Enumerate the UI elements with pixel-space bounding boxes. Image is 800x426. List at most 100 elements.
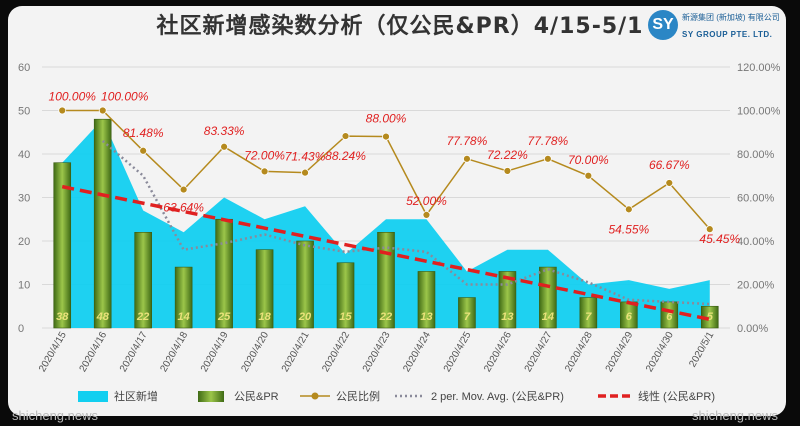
bar-citizen-pr [539, 266, 557, 329]
bar-value-label: 7 [585, 311, 592, 323]
ratio-marker [503, 167, 512, 175]
x-tick-label: 2020/4/24 [401, 330, 433, 374]
y-left-tick-label: 50 [18, 106, 30, 118]
ratio-data-label: 66.67% [649, 158, 690, 172]
bar-value-label: 25 [217, 311, 231, 323]
x-tick-label: 2020/4/26 [482, 330, 514, 374]
ratio-data-label: 63.64% [163, 201, 204, 215]
x-tick-label: 2020/4/28 [563, 330, 595, 374]
y-right-tick-label: 120.00% [737, 62, 781, 74]
ratio-marker [543, 154, 552, 163]
ratio-data-label: 100.00% [101, 90, 149, 104]
y-right-tick-label: 60.00% [737, 193, 775, 205]
x-tick-label: 2020/4/25 [442, 330, 474, 374]
legend-swatch-marker [311, 392, 319, 400]
bar-value-label: 18 [258, 311, 271, 323]
bar-value-label: 20 [298, 311, 312, 323]
ratio-marker [139, 146, 148, 155]
bar-citizen-pr [458, 297, 476, 329]
x-tick-label: 2020/4/22 [320, 330, 352, 374]
legend-label: 线性 (公民&PR) [638, 389, 715, 403]
legend-label: 社区新增 [114, 389, 158, 403]
ratio-marker [584, 171, 593, 180]
bar-citizen-pr [498, 271, 517, 329]
legend-swatch-bar [198, 391, 224, 402]
bar-citizen-pr [579, 297, 598, 329]
bar-value-label: 13 [501, 311, 513, 323]
x-tick-label: 2020/4/30 [644, 330, 676, 374]
x-tick-label: 2020/4/27 [523, 330, 555, 374]
legend-item: 公民比例 [300, 389, 380, 403]
company-logo: SY 新源集团 (新加坡) 有限公司 SY GROUP PTE. LTD. [648, 10, 788, 48]
ratio-data-label: 100.00% [49, 90, 97, 104]
y-left-tick-label: 30 [18, 193, 30, 205]
x-tick-label: 2020/4/21 [280, 330, 312, 374]
y-left-tick-label: 10 [18, 280, 30, 292]
legend-item: 公民&PR [198, 391, 279, 403]
x-tick-label: 2020/4/16 [78, 330, 110, 374]
x-tick-label: 2020/4/19 [199, 330, 231, 374]
y-right-tick-label: 20.00% [737, 280, 775, 292]
bar-citizen-pr [336, 262, 355, 329]
ratio-marker [665, 179, 674, 187]
bar-value-label: 6 [666, 311, 673, 323]
ratio-data-label: 77.78% [528, 134, 569, 148]
bar-citizen-pr [377, 232, 395, 329]
legend-item: 线性 (公民&PR) [598, 389, 715, 403]
ratio-marker [705, 225, 714, 234]
y-right-tick-label: 100.00% [737, 106, 781, 118]
linear-trend-line [61, 184, 711, 322]
ratio-marker [301, 168, 309, 177]
legend-label: 2 per. Mov. Avg. (公民&PR) [431, 391, 564, 403]
bar-citizen-pr [53, 162, 72, 329]
x-tick-label: 2020/4/20 [239, 330, 271, 374]
x-tick-label: 2020/4/15 [37, 330, 69, 374]
x-tick-label: 2020/4/18 [158, 330, 190, 374]
logo-line-2: SY GROUP PTE. LTD. [682, 30, 773, 39]
ratio-marker [58, 106, 67, 115]
bar-citizen-pr [134, 232, 152, 329]
bar-value-label: 48 [96, 311, 110, 323]
watermark-right: shicheng.news [692, 408, 778, 423]
ratio-data-label: 88.00% [366, 112, 407, 126]
chart-title: 社区新增感染数分析（仅公民&PR）4/15-5/1 [156, 14, 644, 39]
ratio-marker [260, 167, 269, 176]
y-left-tick-label: 20 [18, 236, 30, 248]
legend-item: 2 per. Mov. Avg. (公民&PR) [395, 391, 564, 403]
ratio-data-label: 71.43% [285, 150, 326, 164]
legend-label: 公民&PR [234, 391, 279, 403]
ratio-data-label: 88.24% [325, 149, 366, 163]
legend-swatch-area [78, 391, 108, 402]
bar-citizen-pr [93, 118, 112, 329]
y-right-tick-label: 80.00% [737, 149, 775, 161]
legend-label: 公民比例 [336, 389, 380, 403]
bar-value-label: 5 [707, 311, 714, 323]
logo-badge: SY [648, 10, 678, 40]
ratio-marker [220, 142, 229, 151]
watermark-left: shicheng.news [12, 408, 98, 423]
bar-value-label: 7 [464, 311, 471, 323]
bar-value-label: 6 [626, 311, 633, 323]
ratio-data-label: 72.22% [487, 148, 528, 162]
logo-line-1: 新源集团 (新加坡) 有限公司 [682, 13, 780, 22]
y-left-tick-label: 60 [18, 62, 30, 74]
ratio-marker [382, 132, 390, 141]
x-tick-label: 2020/4/23 [361, 330, 393, 374]
bar-value-label: 22 [136, 311, 149, 323]
y-left-tick-label: 40 [18, 149, 30, 161]
x-tick-label: 2020/4/29 [604, 330, 636, 374]
bar-value-label: 15 [339, 311, 352, 323]
ratio-marker [341, 132, 350, 140]
x-tick-label: 2020/4/17 [118, 330, 150, 374]
ratio-marker [98, 106, 107, 115]
ratio-data-label: 52.00% [406, 194, 447, 208]
y-right-tick-label: 0.00% [737, 323, 768, 335]
bar-citizen-pr [174, 266, 193, 329]
ratio-data-label: 70.00% [568, 153, 609, 167]
y-left-tick-label: 0 [18, 323, 24, 335]
bar-value-label: 13 [420, 311, 432, 323]
ratio-data-label: 54.55% [608, 222, 649, 236]
ratio-data-label: 77.78% [447, 134, 488, 148]
